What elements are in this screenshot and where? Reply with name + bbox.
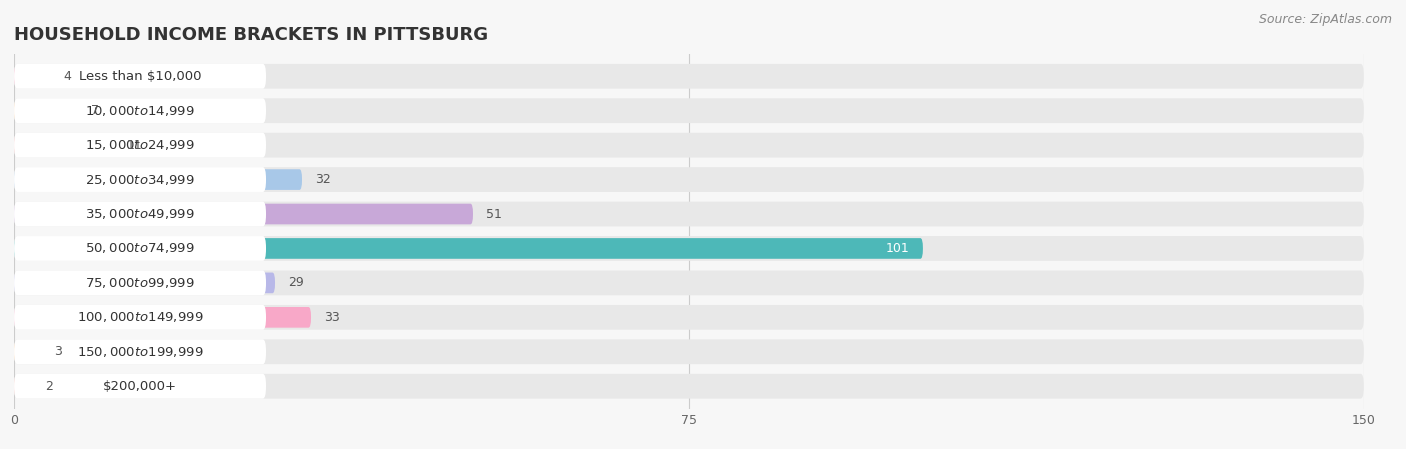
Text: 3: 3 <box>55 345 62 358</box>
FancyBboxPatch shape <box>14 64 266 88</box>
Text: 101: 101 <box>886 242 910 255</box>
FancyBboxPatch shape <box>14 167 1364 192</box>
FancyBboxPatch shape <box>14 202 1364 226</box>
FancyBboxPatch shape <box>14 305 266 330</box>
Text: Less than $10,000: Less than $10,000 <box>79 70 201 83</box>
Text: 2: 2 <box>45 380 53 393</box>
FancyBboxPatch shape <box>14 98 266 123</box>
FancyBboxPatch shape <box>14 167 266 192</box>
FancyBboxPatch shape <box>14 236 266 261</box>
FancyBboxPatch shape <box>14 133 1364 158</box>
Text: 33: 33 <box>325 311 340 324</box>
FancyBboxPatch shape <box>14 374 266 399</box>
FancyBboxPatch shape <box>14 238 922 259</box>
Text: Source: ZipAtlas.com: Source: ZipAtlas.com <box>1258 13 1392 26</box>
Text: $10,000 to $14,999: $10,000 to $14,999 <box>86 104 195 118</box>
FancyBboxPatch shape <box>14 374 1364 399</box>
Text: $35,000 to $49,999: $35,000 to $49,999 <box>86 207 195 221</box>
FancyBboxPatch shape <box>14 270 1364 295</box>
Text: 4: 4 <box>63 70 72 83</box>
Text: 32: 32 <box>315 173 332 186</box>
FancyBboxPatch shape <box>14 204 472 224</box>
FancyBboxPatch shape <box>14 273 276 293</box>
Text: 51: 51 <box>486 207 502 220</box>
Text: 11: 11 <box>127 139 142 152</box>
Text: $15,000 to $24,999: $15,000 to $24,999 <box>86 138 195 152</box>
FancyBboxPatch shape <box>14 202 266 226</box>
Text: $150,000 to $199,999: $150,000 to $199,999 <box>77 345 204 359</box>
FancyBboxPatch shape <box>14 169 302 190</box>
FancyBboxPatch shape <box>14 101 77 121</box>
FancyBboxPatch shape <box>14 307 311 328</box>
FancyBboxPatch shape <box>14 135 112 155</box>
FancyBboxPatch shape <box>14 339 266 364</box>
Text: $100,000 to $149,999: $100,000 to $149,999 <box>77 310 204 324</box>
FancyBboxPatch shape <box>14 376 32 396</box>
FancyBboxPatch shape <box>14 66 51 87</box>
FancyBboxPatch shape <box>14 133 266 158</box>
FancyBboxPatch shape <box>14 339 1364 364</box>
Text: 7: 7 <box>90 104 98 117</box>
Text: 29: 29 <box>288 277 304 290</box>
Text: $25,000 to $34,999: $25,000 to $34,999 <box>86 172 195 187</box>
FancyBboxPatch shape <box>14 236 1364 261</box>
Text: $75,000 to $99,999: $75,000 to $99,999 <box>86 276 195 290</box>
FancyBboxPatch shape <box>14 64 1364 88</box>
FancyBboxPatch shape <box>14 305 1364 330</box>
Text: $200,000+: $200,000+ <box>103 380 177 393</box>
FancyBboxPatch shape <box>14 341 41 362</box>
Text: HOUSEHOLD INCOME BRACKETS IN PITTSBURG: HOUSEHOLD INCOME BRACKETS IN PITTSBURG <box>14 26 488 44</box>
FancyBboxPatch shape <box>14 98 1364 123</box>
Text: $50,000 to $74,999: $50,000 to $74,999 <box>86 242 195 255</box>
FancyBboxPatch shape <box>14 270 266 295</box>
